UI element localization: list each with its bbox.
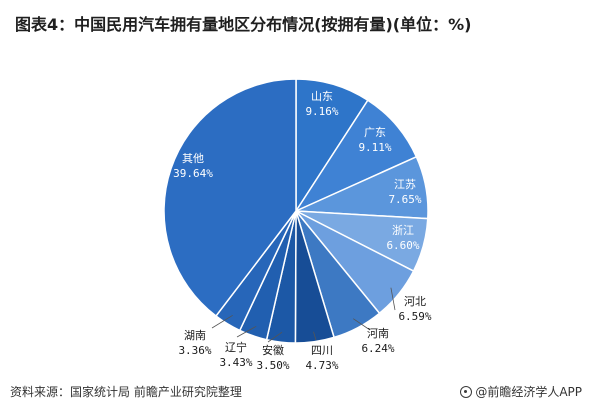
pie-labels: 山东 9.16% 广东 9.11% 江苏 7.65% 浙江 6.60% 河北 6.59% 河南 6.2… bbox=[173, 90, 432, 372]
slice-name-label-8: 辽宁 bbox=[225, 340, 247, 354]
slice-name-label-2: 江苏 bbox=[394, 178, 416, 191]
slice-name-label-10: 其他 bbox=[182, 152, 204, 165]
slice-value-label-3: 6.60% bbox=[386, 239, 419, 252]
pie-slices bbox=[163, 78, 429, 344]
slice-name-label-4: 河北 bbox=[404, 295, 426, 308]
leader-line-8 bbox=[236, 325, 257, 338]
slice-name-label-5: 河南 bbox=[367, 327, 389, 340]
slice-name-label-9: 湖南 bbox=[184, 329, 206, 342]
leader-line-4 bbox=[390, 287, 396, 311]
slice-value-label-8: 3.43% bbox=[219, 356, 252, 369]
slice-name-label-0: 山东 bbox=[311, 90, 333, 103]
slice-value-label-5: 6.24% bbox=[361, 342, 394, 355]
footer: 资料来源：国家统计局 前瞻产业研究院整理 @前瞻经济学人APP bbox=[10, 383, 582, 403]
slice-value-label-6: 4.73% bbox=[305, 359, 338, 372]
chart-title: 图表4：中国民用汽车拥有量地区分布情况(按拥有量)(单位：%) bbox=[15, 15, 472, 34]
slice-name-label-3: 浙江 bbox=[392, 224, 414, 237]
brand: @前瞻经济学人APP bbox=[460, 383, 582, 400]
slice-name-label-7: 安徽 bbox=[262, 343, 284, 357]
data-source: 资料来源：国家统计局 前瞻产业研究院整理 bbox=[10, 385, 242, 399]
leader-lines bbox=[211, 287, 396, 343]
slice-value-label-2: 7.65% bbox=[388, 193, 421, 206]
leader-line-5 bbox=[353, 318, 371, 331]
slice-value-label-9: 3.36% bbox=[178, 344, 211, 357]
leader-line-7 bbox=[267, 331, 283, 343]
brand-logo-icon bbox=[460, 385, 473, 398]
slice-name-label-1: 广东 bbox=[364, 126, 386, 139]
pie-slice-10 bbox=[163, 78, 297, 318]
slice-value-label-1: 9.11% bbox=[358, 141, 391, 154]
leader-line-6 bbox=[313, 331, 317, 341]
leader-line-9 bbox=[211, 314, 233, 329]
slice-value-label-7: 3.50% bbox=[256, 359, 289, 372]
brand-label: @前瞻经济学人APP bbox=[475, 385, 582, 399]
slice-value-label-10: 39.64% bbox=[173, 167, 213, 180]
slice-value-label-0: 9.16% bbox=[305, 105, 338, 118]
slice-value-label-4: 6.59% bbox=[398, 310, 431, 323]
slice-name-label-6: 四川 bbox=[311, 344, 333, 357]
